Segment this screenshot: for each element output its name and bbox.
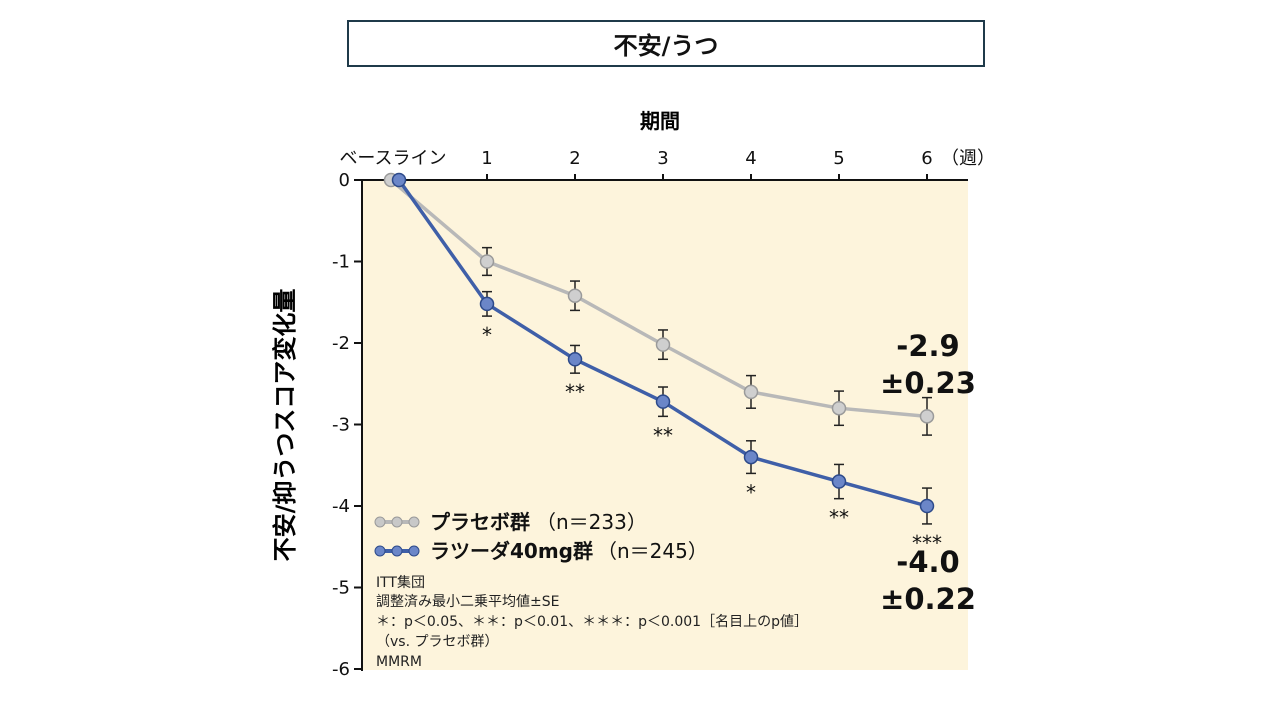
significance-label: *: [746, 480, 756, 504]
lasutu-final-value: -4.0: [896, 545, 959, 579]
legend-lasutu-label: ラツーダ40mg群: [430, 539, 593, 563]
x-tick-label: 1: [481, 148, 492, 169]
data-point: [567, 352, 583, 367]
placebo-final-se: ±0.23: [880, 366, 976, 400]
data-point: [567, 288, 583, 303]
data-point: [479, 254, 495, 269]
data-point: [743, 449, 759, 465]
axes: 0 -1 -2 -3 -4 -5 -6 ベースライン 1 2 3 4 5 6 （週）: [332, 148, 995, 680]
data-point: [743, 384, 759, 400]
significance-label: ***: [912, 531, 942, 555]
footnotes: ITT集団 調整済み最小二乗平均値±SE ＊：p＜0.05、＊＊：p＜0.01、…: [376, 574, 808, 670]
x-tick-label: 6: [921, 148, 932, 169]
significance-label: **: [653, 423, 673, 447]
legend-placebo-label: プラセボ群: [430, 510, 530, 534]
data-point: [479, 296, 495, 312]
lasutu-final-se: ±0.22: [880, 582, 976, 616]
note-pvalues: ＊：p＜0.05、＊＊：p＜0.01、＊＊＊：p＜0.001［名目上のp値］: [376, 614, 808, 630]
significance-label: *: [482, 323, 492, 347]
significance-label: **: [565, 380, 585, 404]
x-unit-label: （週）: [941, 148, 995, 169]
legend-placebo: プラセボ群 （n＝233）: [374, 510, 647, 534]
plot-area: [362, 181, 968, 670]
data-point: [655, 394, 671, 409]
data-point: [655, 337, 671, 352]
data-point: [831, 400, 847, 416]
x-tick-label: ベースライン: [339, 148, 446, 169]
data-point: [919, 498, 935, 514]
x-axis-title: 期間: [640, 109, 680, 133]
note-mmrm: MMRM: [376, 654, 422, 670]
x-tick-label: 4: [745, 148, 756, 169]
note-itt: ITT集団: [376, 574, 425, 591]
legend-lasutu-n: （n＝245）: [597, 539, 708, 563]
x-tick-label: 5: [833, 148, 844, 169]
y-tick-label: 0: [339, 170, 350, 191]
y-tick-label: -2: [332, 333, 350, 354]
placebo-final-value: -2.9: [896, 329, 959, 363]
x-tick-label: 3: [657, 148, 668, 169]
y-tick-label: -1: [332, 252, 350, 273]
legend-placebo-n: （n＝233）: [536, 510, 647, 534]
note-lsmean: 調整済み最小二乗平均値±SE: [376, 594, 559, 610]
data-point: [919, 409, 935, 424]
significance-label: **: [829, 506, 849, 530]
data-point: [391, 172, 407, 188]
y-tick-label: -3: [332, 415, 350, 436]
legend: プラセボ群 （n＝233） ラツーダ40mg群 （n＝245）: [374, 510, 708, 563]
chart-marks: [383, 172, 935, 525]
y-axis-title: 不安/抑うつスコア変化量: [271, 289, 299, 562]
data-point: [831, 474, 847, 489]
x-tick-label: 2: [569, 148, 580, 169]
legend-lasutu: ラツーダ40mg群 （n＝245）: [374, 539, 708, 563]
significance-marks: ***********: [482, 323, 942, 555]
page-title: 不安/うつ: [347, 20, 985, 67]
y-tick-label: -4: [332, 496, 350, 517]
y-tick-label: -6: [332, 659, 350, 680]
y-tick-label: -5: [332, 578, 350, 599]
note-vs-placebo: （vs. プラセボ群）: [376, 634, 498, 650]
